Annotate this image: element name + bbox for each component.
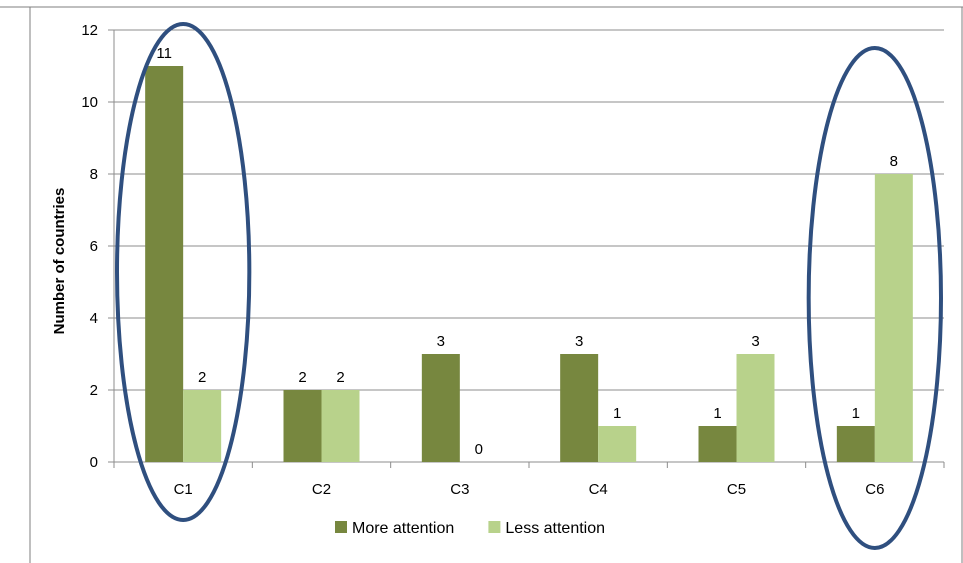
bar-less-attention — [874, 174, 913, 462]
y-tick-label: 0 — [90, 454, 98, 471]
bar-more-attention — [421, 354, 460, 462]
x-tick-label: C3 — [450, 481, 469, 498]
y-tick-label: 6 — [90, 238, 98, 255]
bars — [145, 66, 913, 462]
bar-more-attention — [560, 354, 599, 462]
data-label: 1 — [713, 405, 721, 422]
highlight-ellipse-c1 — [115, 22, 252, 522]
bar-more-attention — [698, 426, 737, 462]
data-label: 3 — [437, 333, 445, 350]
highlight-ellipses — [115, 22, 943, 550]
chart-frame — [0, 6, 963, 563]
legend-label: Less attention — [505, 520, 605, 537]
x-tick-label: C1 — [174, 481, 193, 498]
x-tick-label: C5 — [727, 481, 746, 498]
data-label: 3 — [751, 333, 759, 350]
y-tick-label: 2 — [90, 382, 98, 399]
data-label: 2 — [198, 369, 206, 386]
legend: More attention Less attention — [335, 520, 605, 537]
bar-less-attention — [183, 390, 222, 462]
y-tick-label: 12 — [81, 22, 98, 39]
bar-less-attention — [736, 354, 775, 462]
data-label: 1 — [852, 405, 860, 422]
legend-label: More attention — [352, 520, 454, 537]
x-tick-label: C4 — [589, 481, 608, 498]
data-label: 2 — [298, 369, 306, 386]
bar-more-attention — [836, 426, 875, 462]
data-label: 3 — [575, 333, 583, 350]
x-tick-label: C6 — [865, 481, 884, 498]
highlight-ellipse-c6 — [806, 46, 943, 550]
data-label: 11 — [156, 45, 172, 62]
data-label: 0 — [475, 441, 483, 458]
gridlines — [114, 29, 944, 391]
y-tick-label: 4 — [90, 310, 98, 327]
legend-swatch-less-attention — [488, 521, 501, 533]
legend-swatch-more-attention — [335, 521, 347, 533]
bar-more-attention — [145, 66, 184, 462]
data-label: 2 — [336, 369, 344, 386]
y-axis-title: Number of countries — [51, 188, 68, 335]
y-tick-label: 10 — [81, 94, 98, 111]
y-tick-label: 8 — [90, 166, 98, 183]
bar-more-attention — [283, 390, 322, 462]
x-tick-label: C2 — [312, 481, 331, 498]
data-label: 1 — [613, 405, 621, 422]
bar-less-attention — [321, 390, 360, 462]
data-label: 8 — [890, 153, 898, 170]
bar-less-attention — [598, 426, 637, 462]
